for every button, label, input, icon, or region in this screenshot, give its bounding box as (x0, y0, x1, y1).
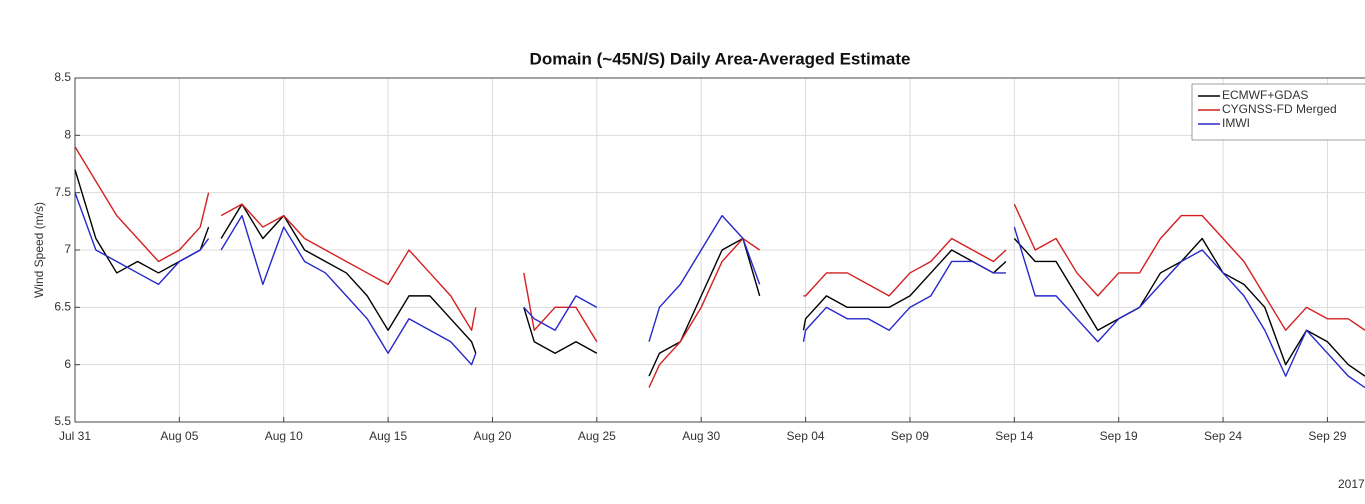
legend-label: CYGNSS-FD Merged (1222, 102, 1337, 116)
x-tick-label: Aug 25 (578, 429, 616, 443)
x-tick-label: Jul 31 (59, 429, 91, 443)
y-tick-label: 8.5 (54, 70, 71, 84)
legend-label: IMWI (1222, 116, 1250, 130)
series-line (74, 192, 1365, 389)
legend-label: ECMWF+GDAS (1222, 88, 1308, 102)
x-tick-label: Aug 05 (160, 429, 198, 443)
y-tick-label: 7.5 (54, 185, 71, 199)
y-tick-label: 6 (64, 357, 71, 371)
x-tick-label: Aug 30 (682, 429, 720, 443)
x-tick-label: Sep 04 (787, 429, 825, 443)
x-tick-label: Sep 09 (891, 429, 929, 443)
x-tick-label: Aug 10 (265, 429, 303, 443)
y-tick-label: 6.5 (54, 300, 71, 314)
chart-title: Domain (~45N/S) Daily Area-Averaged Esti… (530, 49, 911, 68)
series-line (74, 146, 1365, 388)
legend-box (1191, 83, 1365, 141)
series-line (74, 169, 1365, 377)
axis-frame (74, 77, 1365, 423)
y-tick-label: 5.5 (54, 414, 71, 428)
y-axis-label: Wind Speed (m/s) (32, 202, 46, 298)
x-year-label: 2017 (1338, 477, 1365, 491)
x-tick-label: Sep 19 (1100, 429, 1138, 443)
x-tick-label: Aug 20 (473, 429, 511, 443)
x-tick-label: Sep 14 (995, 429, 1033, 443)
y-tick-label: 7 (64, 242, 71, 256)
x-tick-label: Sep 24 (1204, 429, 1242, 443)
x-tick-label: Aug 15 (369, 429, 407, 443)
x-tick-label: Sep 29 (1308, 429, 1346, 443)
y-tick-label: 8 (64, 128, 71, 142)
